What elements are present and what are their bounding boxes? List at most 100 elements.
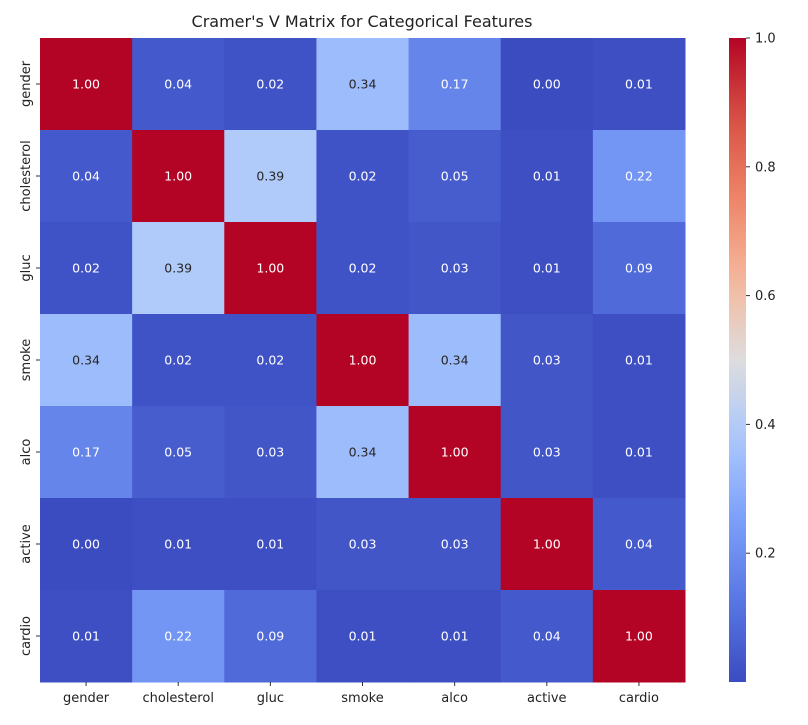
cell-annotation: 0.05 [441, 169, 469, 184]
cell-annotation: 0.09 [256, 629, 284, 644]
heatmap-cell [224, 314, 317, 407]
x-tick-label: smoke [341, 691, 383, 706]
cell-annotation: 0.34 [72, 353, 100, 368]
cell-annotation: 0.03 [441, 261, 469, 276]
heatmap-cell [132, 590, 225, 683]
heatmap-cell [408, 590, 502, 683]
cell-annotation: 0.01 [625, 353, 653, 368]
heatmap-cell [316, 590, 410, 683]
colorbar-tick-label: 0.2 [755, 547, 776, 562]
y-tick-label: smoke [19, 339, 34, 381]
heatmap-cell [592, 314, 686, 407]
cell-annotation: 1.00 [164, 169, 192, 184]
heatmap-cell [40, 406, 133, 499]
colorbar [729, 38, 746, 682]
x-tick-label: cardio [619, 691, 659, 706]
heatmap-cell [500, 406, 594, 499]
heatmap-cell [500, 314, 594, 407]
heatmap-cell [40, 498, 133, 591]
heatmap-cell [316, 498, 410, 591]
cell-annotation: 0.02 [256, 77, 284, 92]
cell-annotation: 0.02 [349, 261, 377, 276]
heatmap-cell [592, 406, 686, 499]
cell-annotation: 0.03 [533, 445, 561, 460]
heatmap-cell [132, 38, 225, 131]
heatmap-cell [500, 222, 594, 315]
cell-annotation: 0.22 [164, 629, 192, 644]
colorbar-tick-label: 0.8 [755, 160, 776, 175]
heatmap-cell [592, 222, 686, 315]
cell-annotation: 0.01 [625, 77, 653, 92]
cell-annotation: 0.05 [164, 445, 192, 460]
cell-annotation: 0.02 [72, 261, 100, 276]
cell-annotation: 1.00 [72, 77, 100, 92]
cell-annotation: 0.01 [533, 261, 561, 276]
heatmap-cell [316, 314, 410, 407]
cell-annotation: 0.39 [164, 261, 192, 276]
cell-annotation: 1.00 [441, 445, 469, 460]
heatmap-cell [592, 38, 686, 131]
heatmap-cell [408, 406, 502, 499]
heatmap-cell [224, 222, 317, 315]
cell-annotation: 0.04 [164, 77, 192, 92]
heatmap-cell [40, 222, 133, 315]
cell-annotation: 0.04 [72, 169, 100, 184]
x-tick-label: gluc [257, 691, 284, 706]
heatmap-cell [408, 130, 502, 223]
heatmap-cell [132, 406, 225, 499]
cell-annotation: 0.04 [625, 537, 653, 552]
cell-annotation: 0.17 [72, 445, 100, 460]
cell-annotation: 1.00 [349, 353, 377, 368]
heatmap-cell [132, 222, 225, 315]
heatmap-cell [224, 38, 317, 131]
x-tick-label: gender [63, 691, 110, 706]
y-tick-label: gluc [19, 254, 34, 281]
x-tick-label: alco [441, 691, 468, 706]
colorbar-tick-label: 0.6 [755, 289, 776, 304]
heatmap-cell [592, 590, 686, 683]
heatmap-cell [592, 498, 686, 591]
y-tick-label: cardio [19, 616, 34, 656]
cell-annotation: 0.03 [256, 445, 284, 460]
y-tick-label: cholesterol [19, 140, 34, 211]
heatmap-cell [500, 38, 594, 131]
cell-annotation: 0.02 [256, 353, 284, 368]
cell-annotation: 0.01 [72, 629, 100, 644]
cell-annotation: 0.04 [533, 629, 561, 644]
heatmap-cell [316, 406, 410, 499]
chart-title: Cramer's V Matrix for Categorical Featur… [192, 12, 533, 31]
cell-annotation: 0.01 [349, 629, 377, 644]
heatmap-cell [132, 314, 225, 407]
cell-annotation: 0.00 [533, 77, 561, 92]
heatmap-cell [132, 130, 225, 223]
cell-annotation: 0.01 [164, 537, 192, 552]
cell-annotation: 0.02 [349, 169, 377, 184]
cell-annotation: 0.09 [625, 261, 653, 276]
cell-annotation: 1.00 [625, 629, 653, 644]
cell-annotation: 0.01 [533, 169, 561, 184]
heatmap-cell [316, 130, 410, 223]
cell-annotation: 0.22 [625, 169, 653, 184]
cell-annotation: 0.34 [349, 445, 377, 460]
heatmap-cell [408, 38, 502, 131]
heatmap-cell [224, 130, 317, 223]
cell-annotation: 0.34 [349, 77, 377, 92]
cell-annotation: 0.01 [625, 445, 653, 460]
cell-annotation: 0.17 [441, 77, 469, 92]
heatmap-cell [40, 38, 133, 131]
heatmap-cell [500, 590, 594, 683]
x-tick-label: cholesterol [142, 691, 213, 706]
cell-annotation: 1.00 [533, 537, 561, 552]
y-tick-label: active [19, 524, 34, 564]
heatmap-cell [224, 406, 317, 499]
heatmap-cell [500, 498, 594, 591]
heatmap-cell [132, 498, 225, 591]
cell-annotation: 0.34 [441, 353, 469, 368]
cell-annotation: 0.03 [533, 353, 561, 368]
cell-annotation: 0.00 [72, 537, 100, 552]
cell-annotation: 0.03 [349, 537, 377, 552]
y-tick-label: gender [19, 60, 34, 107]
heatmap-cell [316, 38, 410, 131]
heatmap-cell [592, 130, 686, 223]
